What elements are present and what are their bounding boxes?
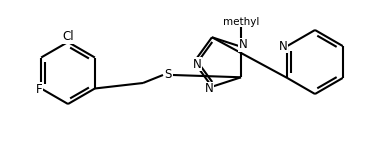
Text: Cl: Cl (62, 31, 74, 44)
Text: S: S (164, 68, 172, 81)
Text: methyl: methyl (223, 17, 259, 27)
Text: N: N (193, 58, 201, 71)
Text: N: N (239, 38, 247, 51)
Text: N: N (205, 82, 213, 95)
Text: N: N (279, 40, 288, 53)
Text: F: F (36, 83, 42, 96)
